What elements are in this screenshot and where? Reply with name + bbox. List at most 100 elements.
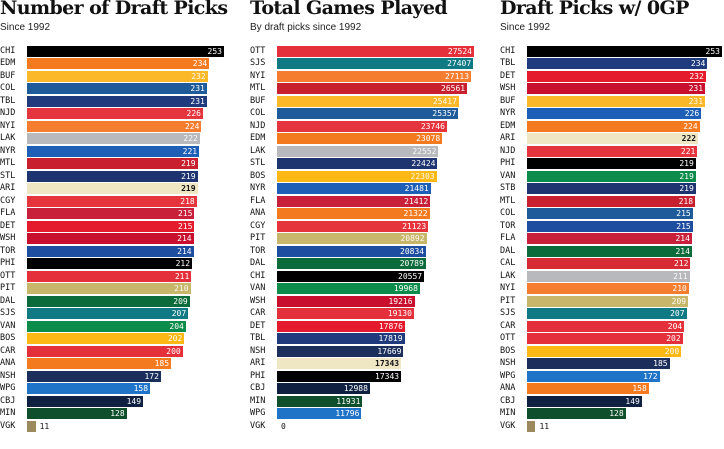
value-label: 221 bbox=[182, 146, 198, 156]
category-label: NYI bbox=[0, 120, 16, 131]
value-label: 200 bbox=[664, 346, 680, 356]
bar-cbj bbox=[27, 395, 144, 407]
value-label: 253 bbox=[705, 46, 720, 56]
bar-cbj bbox=[277, 383, 370, 395]
category-label: MTL bbox=[0, 158, 16, 168]
value-label: 11 bbox=[39, 421, 50, 431]
bar-row-wsh: WSH 231 bbox=[500, 82, 722, 95]
category-label: BUF bbox=[500, 95, 516, 106]
category-label: VAN bbox=[250, 283, 266, 293]
chart-subtitle: Since 1992 bbox=[500, 22, 551, 33]
bar-tbl bbox=[527, 58, 708, 70]
bar-row-col: COL 231 bbox=[0, 82, 224, 95]
category-label: COL bbox=[250, 108, 266, 118]
value-label: 11931 bbox=[336, 396, 361, 406]
value-label: 202 bbox=[666, 334, 681, 343]
bar-row-col: COL 25357 bbox=[250, 107, 474, 120]
category-label: FLA bbox=[500, 233, 516, 243]
value-label: 232 bbox=[689, 71, 704, 81]
chart-title: Draft Picks w/ 0GP bbox=[500, 0, 689, 19]
value-label: 211 bbox=[673, 271, 688, 281]
category-label: PIT bbox=[250, 233, 266, 243]
bar-row-njd: NJD 226 bbox=[0, 107, 224, 120]
bar-row-chi: CHI 20557 bbox=[250, 270, 474, 283]
category-label: BUF bbox=[250, 95, 266, 106]
bar-ott bbox=[27, 270, 192, 282]
bar-nyi bbox=[27, 120, 202, 132]
value-label: 214 bbox=[177, 234, 192, 243]
value-label: 231 bbox=[190, 84, 205, 93]
category-label: CGY bbox=[250, 220, 266, 231]
bar-det bbox=[527, 70, 706, 82]
bar-row-tor: TOR 214 bbox=[0, 245, 224, 258]
value-label: 25357 bbox=[432, 109, 457, 118]
value-label: 219 bbox=[181, 184, 196, 193]
value-label: 219 bbox=[181, 159, 196, 168]
category-label: COL bbox=[500, 208, 516, 218]
bar-nyr bbox=[277, 183, 431, 195]
value-label: 21412 bbox=[404, 196, 429, 206]
bar-row-cbj: CBJ 149 bbox=[0, 395, 224, 408]
category-label: SJS bbox=[0, 308, 16, 318]
bar-row-cgy: CGY 218 bbox=[0, 195, 224, 208]
bar-row-stl: STL 219 bbox=[0, 170, 224, 183]
bar-row-bos: BOS 22303 bbox=[250, 170, 474, 183]
bar-car bbox=[277, 308, 414, 320]
bar-row-phi: PHI 17343 bbox=[250, 370, 474, 383]
bar-row-van: VAN 204 bbox=[0, 320, 224, 333]
bar-row-cbj: CBJ 12988 bbox=[250, 382, 474, 395]
bar-row-tor: TOR 215 bbox=[500, 220, 722, 233]
bar-row-tbl: TBL 231 bbox=[0, 95, 224, 108]
bar-row-njd: NJD 221 bbox=[500, 145, 722, 158]
bar-cgy bbox=[27, 195, 197, 207]
value-label: 17343 bbox=[375, 359, 400, 368]
category-label: NSH bbox=[250, 345, 266, 356]
bar-row-mtl: MTL 218 bbox=[500, 195, 722, 208]
bar-cbj bbox=[527, 395, 642, 407]
bar-row-mtl: MTL 219 bbox=[0, 157, 224, 170]
bar-njd bbox=[277, 120, 447, 132]
bar-row-phi: PHI 212 bbox=[0, 257, 224, 270]
category-label: SJS bbox=[500, 308, 516, 318]
bar-row-wsh: WSH 214 bbox=[0, 232, 224, 245]
bar-mtl bbox=[277, 83, 468, 95]
bar-cal bbox=[527, 258, 691, 270]
value-label: 158 bbox=[632, 384, 647, 393]
category-label: PIT bbox=[500, 295, 516, 306]
value-label: 23078 bbox=[416, 134, 441, 143]
bar-bos bbox=[277, 170, 437, 182]
bar-row-tbl: TBL 234 bbox=[500, 57, 722, 70]
bar-row-pit: PIT 209 bbox=[500, 295, 722, 308]
bar-row-tbl: TBL 17819 bbox=[250, 332, 474, 345]
bar-row-wsh: WSH 19216 bbox=[250, 295, 474, 308]
bar-lak bbox=[27, 133, 200, 145]
category-label: BUF bbox=[0, 70, 16, 81]
category-label: BOS bbox=[0, 333, 16, 343]
bar-min bbox=[277, 395, 363, 407]
category-label: STL bbox=[0, 170, 16, 181]
bar-row-min: MIN 128 bbox=[500, 407, 722, 420]
bar-tbl bbox=[27, 95, 207, 107]
bar-row-vgk: VGK 11 bbox=[500, 420, 722, 433]
bar-row-ott: OTT 202 bbox=[500, 332, 722, 345]
bar-buf bbox=[527, 95, 706, 107]
bar-row-min: MIN 11931 bbox=[250, 395, 474, 408]
bar-row-car: CAR 204 bbox=[500, 320, 722, 333]
bar-phi bbox=[27, 258, 193, 270]
bar-det bbox=[277, 320, 405, 332]
bar-nsh bbox=[277, 345, 404, 357]
value-label: 22303 bbox=[410, 171, 435, 181]
value-label: 27524 bbox=[447, 46, 472, 56]
value-label: 231 bbox=[190, 96, 205, 106]
category-label: OTT bbox=[500, 333, 516, 343]
category-label: TBL bbox=[250, 333, 266, 343]
category-label: DAL bbox=[0, 295, 16, 306]
value-label: 202 bbox=[167, 334, 183, 343]
chart-panel-games-played: Total Games Played By draft picks since … bbox=[250, 0, 478, 449]
bar-row-dal: DAL 20789 bbox=[250, 257, 474, 270]
category-label: CBJ bbox=[250, 383, 266, 393]
bar-row-det: DET 215 bbox=[0, 220, 224, 233]
category-label: WSH bbox=[0, 233, 16, 243]
category-label: VGK bbox=[500, 420, 516, 431]
bar-stl bbox=[277, 158, 438, 170]
